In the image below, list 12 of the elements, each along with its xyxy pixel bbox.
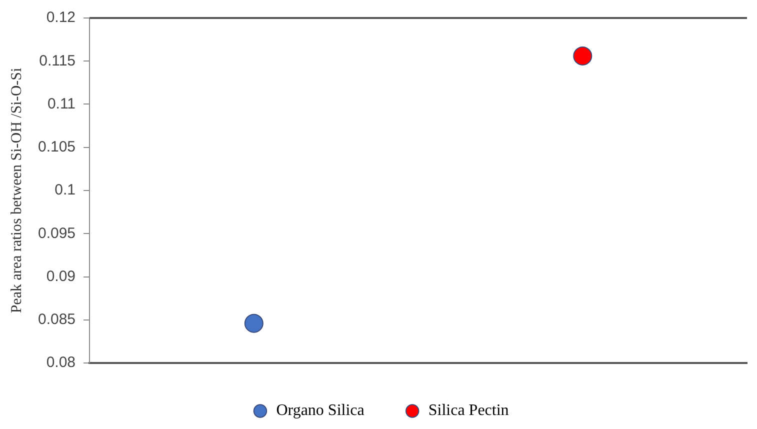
y-tick-label: 0.08 [46, 354, 76, 372]
y-tick-label: 0.12 [46, 9, 76, 26]
y-tick-label: 0.085 [38, 311, 76, 328]
y-tick-label: 0.115 [39, 52, 76, 70]
legend-label: Silica Pectin [428, 402, 509, 420]
y-tick-label: 0.09 [46, 268, 76, 285]
y-tick-label: 0.105 [38, 138, 76, 156]
y-axis-title: Peak area ratios between Si-OH /Si-O-Si [8, 68, 25, 314]
y-tick-label: 0.095 [38, 224, 76, 242]
legend-label: Organo Silica [276, 402, 364, 420]
y-tick-label: 0.11 [47, 95, 76, 112]
y-tick-label: 0.1 [54, 182, 76, 199]
